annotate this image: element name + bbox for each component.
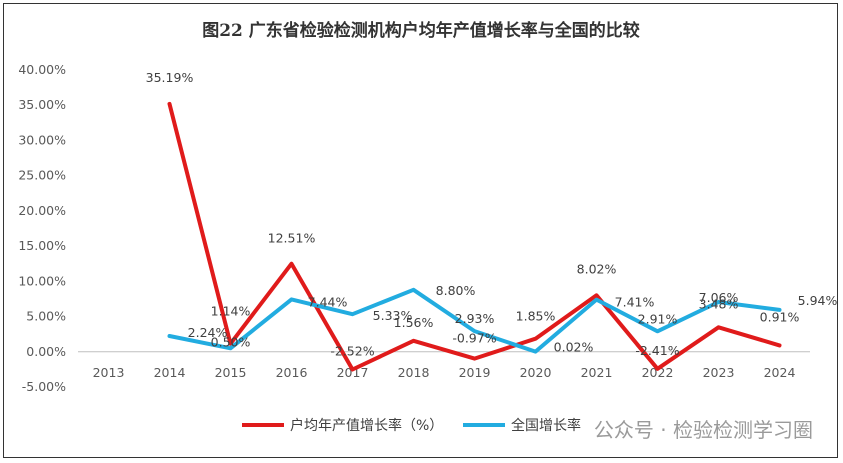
x-tick-label: 2024 xyxy=(764,365,796,380)
y-tick-label: 0.00% xyxy=(26,344,66,359)
x-tick-label: 2021 xyxy=(581,365,613,380)
data-label: 5.33% xyxy=(373,308,413,323)
x-tick-label: 2019 xyxy=(459,365,491,380)
y-tick-label: -5.00% xyxy=(22,379,66,394)
data-label: 1.14% xyxy=(211,304,251,319)
data-label: 0.91% xyxy=(760,309,800,324)
chart-title: 图22 广东省检验检测机构户均年产值增长率与全国的比较 xyxy=(202,20,640,41)
data-label: -2.52% xyxy=(330,344,374,359)
data-labels: 35.19% 1.14% 12.51% -2.52% 1.56% -0.97% 1.85% 8… xyxy=(146,70,838,359)
data-label: -0.97% xyxy=(452,331,496,346)
data-label: 7.44% xyxy=(308,294,348,309)
y-tick-label: 30.00% xyxy=(18,132,66,147)
data-label: 1.85% xyxy=(516,309,556,324)
data-label: 8.80% xyxy=(436,283,476,298)
x-tick-label: 2022 xyxy=(642,365,674,380)
legend: 户均年产值增长率（%） 全国增长率 xyxy=(242,417,581,434)
x-tick-label: 2016 xyxy=(276,365,308,380)
data-label: 0.02% xyxy=(554,340,594,355)
series-line-1 xyxy=(167,101,782,372)
x-tick-label: 2014 xyxy=(154,365,186,380)
data-label: 5.94% xyxy=(798,293,838,308)
data-label: 7.06% xyxy=(699,290,739,305)
x-tick-label: 2013 xyxy=(93,365,125,380)
x-tick-label: 2017 xyxy=(337,365,369,380)
y-tick-label: 10.00% xyxy=(18,273,66,288)
x-tick-label: 2020 xyxy=(520,365,552,380)
x-tick-label: 2015 xyxy=(215,365,247,380)
data-label: 35.19% xyxy=(146,70,194,85)
y-tick-label: 35.00% xyxy=(18,97,66,112)
data-label: 1.56% xyxy=(394,315,434,330)
x-tick-label: 2018 xyxy=(398,365,430,380)
legend-label: 户均年产值增长率（%） xyxy=(290,417,443,434)
watermark-text: 公众号 · 检验检测学习圈 xyxy=(594,418,813,442)
data-label: 2.91% xyxy=(638,311,678,326)
y-tick-label: 5.00% xyxy=(26,309,66,324)
data-label: 2.24% xyxy=(188,325,228,340)
chart-frame xyxy=(3,3,838,458)
x-tick-label: 2023 xyxy=(703,365,735,380)
y-tick-label: 40.00% xyxy=(18,62,66,77)
y-axis: -5.00% 0.00% 5.00% 10.00% 15.00% 20.00% 25.00%… xyxy=(18,62,66,394)
y-tick-label: 20.00% xyxy=(18,203,66,218)
data-label: 2.93% xyxy=(455,311,495,326)
data-label: 7.41% xyxy=(615,295,655,310)
series-lines xyxy=(167,101,782,372)
x-axis: 2013 2014 2015 2016 2017 2018 2019 2020 2021 2022… xyxy=(93,365,796,380)
data-label: 3.48% xyxy=(699,296,739,311)
y-tick-label: 15.00% xyxy=(18,238,66,253)
data-label: -2.41% xyxy=(635,343,679,358)
y-tick-label: 25.00% xyxy=(18,168,66,183)
data-label: 8.02% xyxy=(577,261,617,276)
series-line-2 xyxy=(167,287,782,354)
data-label: 0.50% xyxy=(211,334,251,349)
data-label: 12.51% xyxy=(268,231,316,246)
legend-label: 全国增长率 xyxy=(511,417,581,434)
